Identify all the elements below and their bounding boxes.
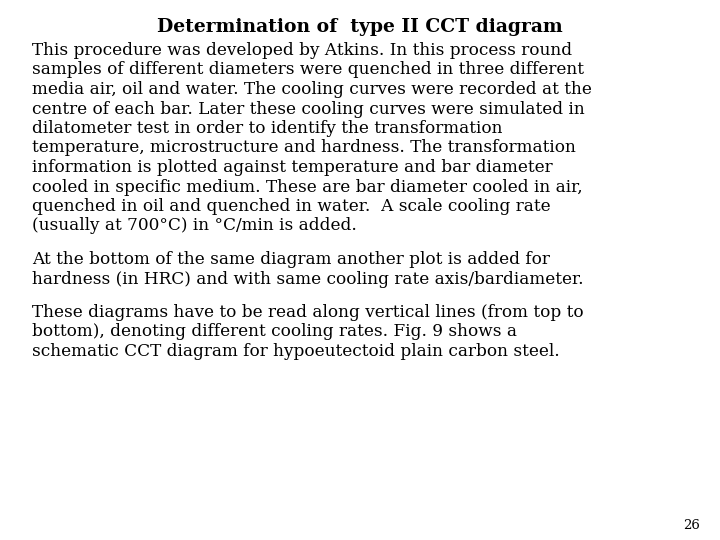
- Text: dilatometer test in order to identify the transformation: dilatometer test in order to identify th…: [32, 120, 503, 137]
- Text: These diagrams have to be read along vertical lines (from top to: These diagrams have to be read along ver…: [32, 304, 584, 321]
- Text: cooled in specific medium. These are bar diameter cooled in air,: cooled in specific medium. These are bar…: [32, 179, 582, 195]
- Text: (usually at 700°C) in °C/min is added.: (usually at 700°C) in °C/min is added.: [32, 218, 357, 234]
- Text: centre of each bar. Later these cooling curves were simulated in: centre of each bar. Later these cooling …: [32, 100, 585, 118]
- Text: samples of different diameters were quenched in three different: samples of different diameters were quen…: [32, 62, 584, 78]
- Text: information is plotted against temperature and bar diameter: information is plotted against temperatu…: [32, 159, 553, 176]
- Text: Determination of  type II CCT diagram: Determination of type II CCT diagram: [157, 18, 563, 36]
- Text: hardness (in HRC) and with same cooling rate axis/bardiameter.: hardness (in HRC) and with same cooling …: [32, 271, 584, 287]
- Text: media air, oil and water. The cooling curves were recorded at the: media air, oil and water. The cooling cu…: [32, 81, 592, 98]
- Text: quenched in oil and quenched in water.  A scale cooling rate: quenched in oil and quenched in water. A…: [32, 198, 551, 215]
- Text: This procedure was developed by Atkins. In this process round: This procedure was developed by Atkins. …: [32, 42, 572, 59]
- Text: At the bottom of the same diagram another plot is added for: At the bottom of the same diagram anothe…: [32, 251, 550, 268]
- Text: bottom), denoting different cooling rates. Fig. 9 shows a: bottom), denoting different cooling rate…: [32, 323, 517, 341]
- Text: schematic CCT diagram for hypoeutectoid plain carbon steel.: schematic CCT diagram for hypoeutectoid …: [32, 343, 559, 360]
- Text: temperature, microstructure and hardness. The transformation: temperature, microstructure and hardness…: [32, 139, 576, 157]
- Text: 26: 26: [683, 519, 700, 532]
